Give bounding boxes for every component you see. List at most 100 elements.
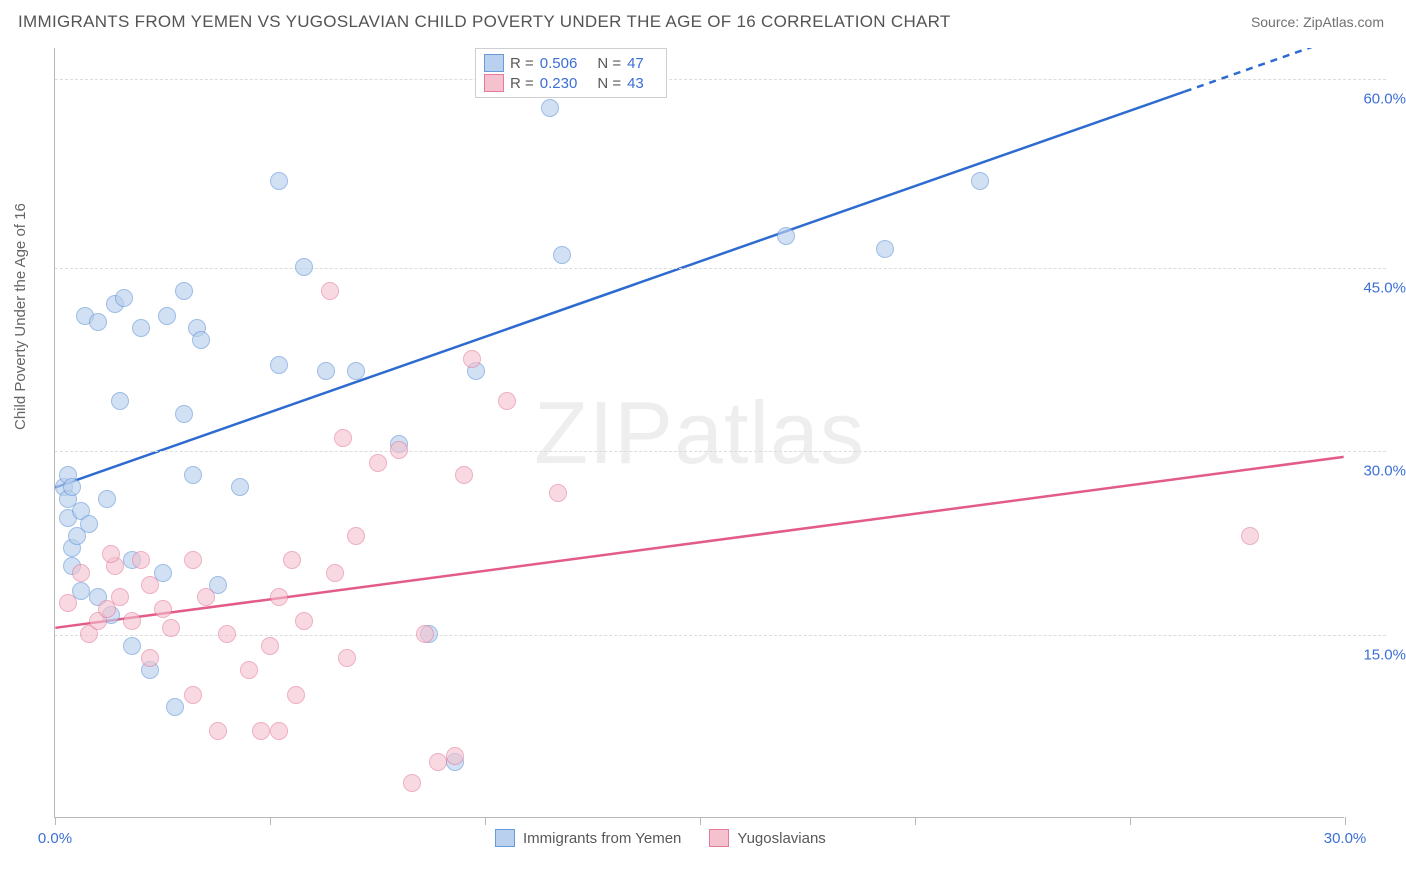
data-point: [270, 356, 288, 374]
data-point: [111, 588, 129, 606]
x-tick: [485, 817, 486, 825]
x-tick: [55, 817, 56, 825]
legend-swatch: [709, 829, 729, 847]
data-point: [80, 515, 98, 533]
x-tick: [270, 817, 271, 825]
data-point: [287, 686, 305, 704]
data-point: [231, 478, 249, 496]
chart-plot-area: ZIPatlas R = 0.506N = 47R = 0.230N = 43 …: [54, 48, 1344, 818]
stat-r-label: R =: [510, 75, 534, 92]
x-tick-label: 0.0%: [38, 830, 72, 847]
data-point: [321, 282, 339, 300]
y-axis-label: Child Poverty Under the Age of 16: [12, 203, 29, 430]
trend-lines: [55, 48, 1344, 817]
data-point: [338, 649, 356, 667]
data-point: [197, 588, 215, 606]
stat-r-label: R =: [510, 55, 534, 72]
legend-swatch: [495, 829, 515, 847]
y-tick-label: 45.0%: [1363, 280, 1406, 297]
data-point: [553, 246, 571, 264]
data-point: [876, 240, 894, 258]
stat-n-value: 43: [627, 75, 644, 92]
data-point: [175, 282, 193, 300]
legend-label: Immigrants from Yemen: [523, 830, 681, 847]
data-point: [270, 172, 288, 190]
x-tick: [915, 817, 916, 825]
data-point: [240, 661, 258, 679]
data-point: [541, 99, 559, 117]
data-point: [184, 686, 202, 704]
data-point: [98, 490, 116, 508]
data-point: [63, 478, 81, 496]
data-point: [295, 258, 313, 276]
legend-swatch: [484, 54, 504, 72]
stat-n-label: N =: [597, 55, 621, 72]
data-point: [123, 637, 141, 655]
data-point: [549, 484, 567, 502]
data-point: [403, 774, 421, 792]
data-point: [317, 362, 335, 380]
y-tick-label: 15.0%: [1363, 646, 1406, 663]
legend-row: R = 0.230 N = 43: [484, 73, 658, 93]
legend-row: R = 0.506 N = 47: [484, 53, 658, 73]
data-point: [158, 307, 176, 325]
data-point: [209, 722, 227, 740]
data-point: [141, 576, 159, 594]
x-tick: [700, 817, 701, 825]
data-point: [154, 600, 172, 618]
data-point: [1241, 527, 1259, 545]
data-point: [777, 227, 795, 245]
data-point: [429, 753, 447, 771]
data-point: [295, 612, 313, 630]
data-point: [252, 722, 270, 740]
data-point: [971, 172, 989, 190]
data-point: [141, 649, 159, 667]
data-point: [334, 429, 352, 447]
series-legend: Immigrants from Yemen Yugoslavians: [495, 829, 826, 847]
y-tick-label: 60.0%: [1363, 90, 1406, 107]
y-tick-label: 30.0%: [1363, 463, 1406, 480]
data-point: [102, 545, 120, 563]
data-point: [498, 392, 516, 410]
data-point: [326, 564, 344, 582]
data-point: [162, 619, 180, 637]
data-point: [184, 551, 202, 569]
data-point: [111, 392, 129, 410]
data-point: [463, 350, 481, 368]
stat-n-label: N =: [597, 75, 621, 92]
data-point: [390, 441, 408, 459]
data-point: [446, 747, 464, 765]
legend-item: Yugoslavians: [709, 829, 825, 847]
data-point: [270, 588, 288, 606]
data-point: [166, 698, 184, 716]
data-point: [261, 637, 279, 655]
stat-r-value: 0.506: [540, 55, 578, 72]
data-point: [175, 405, 193, 423]
gridline-h: [55, 79, 1386, 80]
correlation-legend: R = 0.506 N = 47 R = 0.230 N = 43: [475, 48, 667, 98]
legend-label: Yugoslavians: [737, 830, 825, 847]
data-point: [184, 466, 202, 484]
watermark: ZIPatlas: [534, 382, 865, 484]
gridline-h: [55, 268, 1386, 269]
data-point: [369, 454, 387, 472]
x-tick: [1345, 817, 1346, 825]
legend-item: Immigrants from Yemen: [495, 829, 681, 847]
data-point: [115, 289, 133, 307]
data-point: [132, 319, 150, 337]
data-point: [347, 362, 365, 380]
stat-n-value: 47: [627, 55, 644, 72]
x-tick: [1130, 817, 1131, 825]
data-point: [123, 612, 141, 630]
data-point: [89, 313, 107, 331]
data-point: [59, 594, 77, 612]
chart-title: IMMIGRANTS FROM YEMEN VS YUGOSLAVIAN CHI…: [18, 12, 951, 32]
gridline-h: [55, 635, 1386, 636]
data-point: [132, 551, 150, 569]
source-attribution: Source: ZipAtlas.com: [1251, 14, 1384, 30]
stat-r-value: 0.230: [540, 75, 578, 92]
data-point: [347, 527, 365, 545]
x-tick-label: 30.0%: [1324, 830, 1367, 847]
gridline-h: [55, 451, 1386, 452]
data-point: [72, 564, 90, 582]
